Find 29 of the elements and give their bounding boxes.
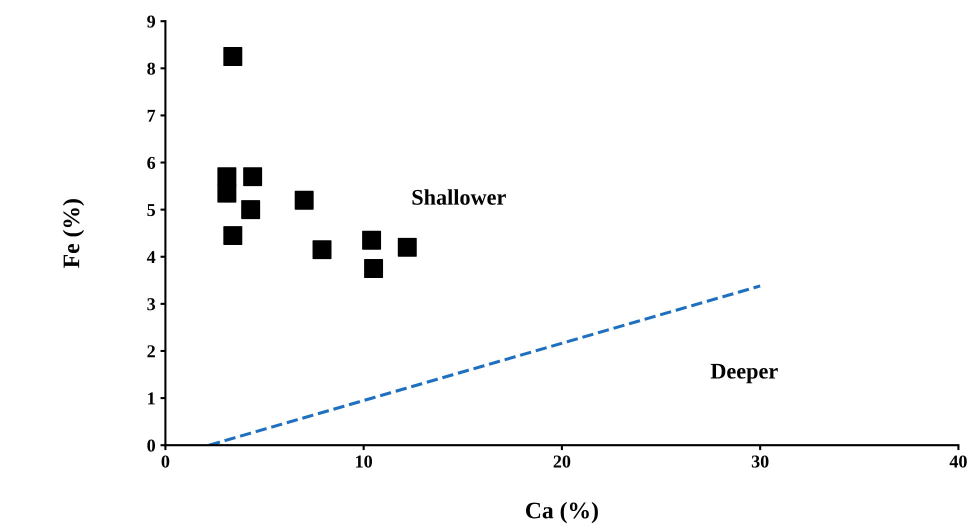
point [294,190,314,210]
x-tick-label: 20 [554,455,570,468]
point [217,184,236,203]
point [398,238,417,257]
y-tick-label: 7 [148,110,156,122]
annotation: Shallower [412,189,506,205]
x-tick-label: 10 [356,455,372,468]
point [312,240,332,260]
y-tick-label: 3 [147,298,156,310]
x-tick-label: 30 [752,455,768,468]
y-tick-label: 9 [147,16,156,28]
point [362,230,382,250]
point [243,167,262,186]
y-axis-title: Fe (%) [62,199,84,268]
y-tick-label: 1 [148,392,155,404]
y-tick-label: 2 [147,345,155,358]
y-tick-label: 0 [147,439,155,452]
x-tick-label: 40 [950,455,967,468]
annotation: Deeper [710,364,778,384]
point [223,47,242,66]
y-tick-label: 6 [147,156,156,169]
x-tick-label: 0 [162,455,170,468]
x-axis-title: Ca (%) [526,502,598,524]
point [223,226,242,246]
y-tick-label: 8 [147,62,156,75]
y-tick-label: 5 [147,204,156,216]
point [241,200,260,220]
y-tick-label: 4 [146,251,156,264]
point [364,259,384,278]
